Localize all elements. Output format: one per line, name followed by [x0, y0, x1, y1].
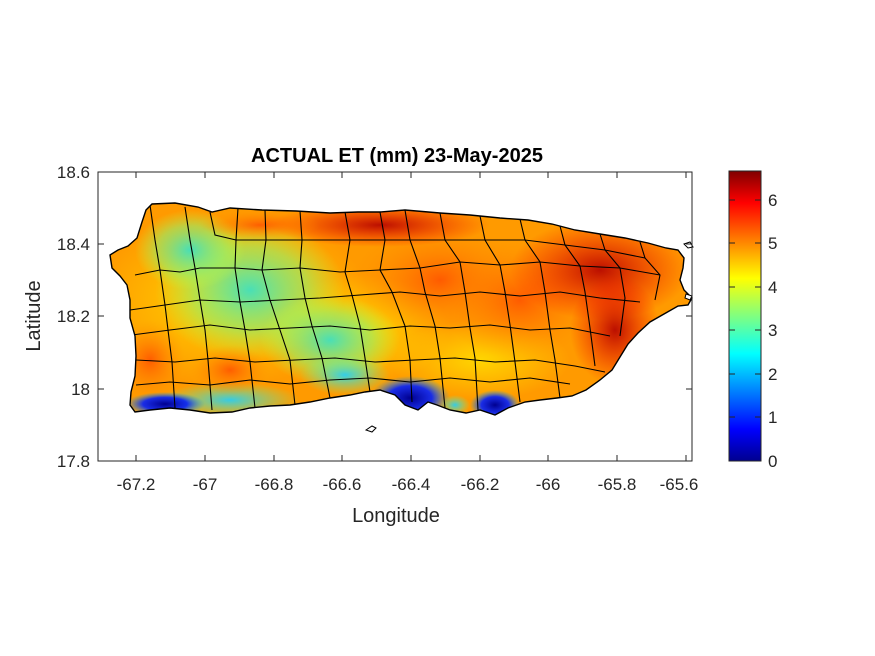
colorbar [728, 170, 762, 462]
vieques-island [684, 293, 693, 301]
colorbar-tick-label: 4 [768, 278, 777, 297]
x-tick-label: -65.8 [598, 475, 637, 494]
municipality-boundaries [129, 204, 661, 411]
x-tick-label: -66.2 [461, 475, 500, 494]
colorbar-ticks [729, 199, 761, 418]
y-tick-label: 17.8 [57, 452, 90, 471]
colorbar-tick-label: 3 [768, 321, 777, 340]
x-tick-label: -67 [193, 475, 218, 494]
colorbar-tick-label: 0 [768, 452, 777, 471]
y-axis-label: Latitude [23, 280, 45, 351]
x-tick-label: -66 [536, 475, 561, 494]
y-axis [98, 171, 692, 462]
x-tick-label: -65.6 [660, 475, 699, 494]
y-tick-label: 18 [71, 380, 90, 399]
colorbar-tick-label: 1 [768, 408, 777, 427]
colorbar-tick-label: 2 [768, 365, 777, 384]
y-tick-label: 18.4 [57, 235, 90, 254]
colorbar-tick-label: 5 [768, 234, 777, 253]
colorbar-tick-label: 6 [768, 191, 777, 210]
map-title: ACTUAL ET (mm) 23-May-2025 [251, 145, 543, 167]
x-tick-label: -66.8 [255, 475, 294, 494]
x-tick-label: -66.6 [323, 475, 362, 494]
y-tick-label: 18.6 [57, 163, 90, 182]
x-tick-label: -66.4 [392, 475, 431, 494]
x-axis [135, 172, 687, 461]
x-tick-label: -67.2 [117, 475, 156, 494]
y-tick-label: 18.2 [57, 307, 90, 326]
caja-de-muertos-island [364, 425, 377, 433]
x-axis-label: Longitude [352, 505, 440, 527]
